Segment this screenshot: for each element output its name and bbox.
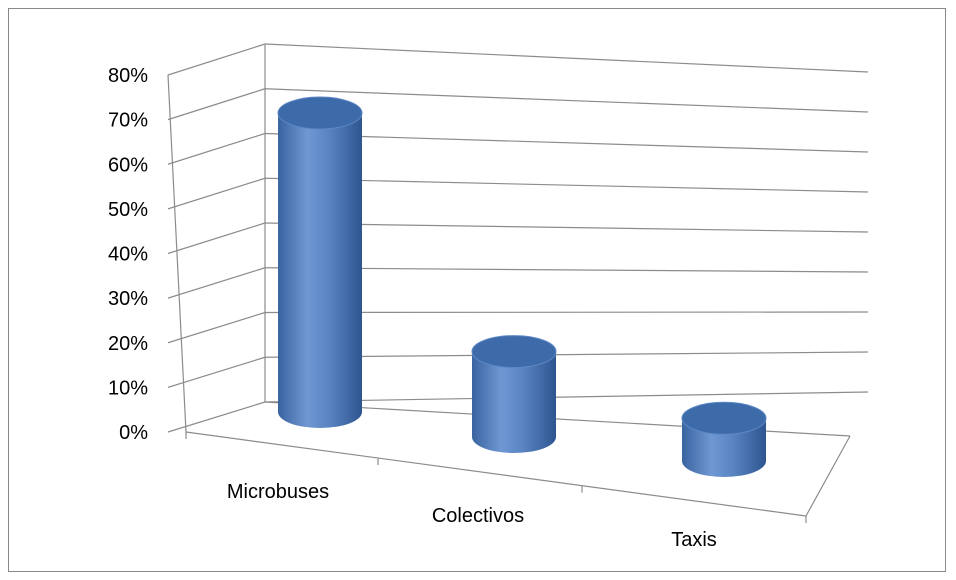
x-tick-label-2: Taxis — [671, 529, 717, 551]
gridline-back-2 — [264, 311, 869, 314]
bar-top-2 — [681, 401, 767, 435]
bars — [277, 96, 767, 477]
gridline-back-0 — [264, 391, 869, 403]
y-tick-label-8: 80% — [108, 65, 148, 87]
y-tick-label-6: 60% — [108, 154, 148, 176]
gridline-left-7 — [167, 88, 266, 121]
y-tick-label-0: 0% — [119, 422, 148, 444]
bar-top-1 — [471, 335, 557, 369]
y-tick-label-4: 40% — [108, 244, 148, 266]
y-tick-label-2: 20% — [108, 333, 148, 355]
gridline-back-1 — [264, 351, 869, 358]
gridline-left-5 — [167, 177, 266, 210]
y-tick-label-7: 70% — [108, 110, 148, 132]
gridline-back-6 — [264, 132, 869, 153]
gridline-left-6 — [167, 132, 266, 165]
gridline-back-3 — [264, 267, 869, 273]
y-tick-label-1: 10% — [108, 377, 148, 399]
bar-microbuses — [277, 96, 363, 428]
gridline-left-8 — [167, 43, 266, 76]
x-tick-label-1: Colectivos — [432, 505, 524, 527]
gridline-left-1 — [167, 356, 266, 388]
x-tick-label-0: Microbuses — [227, 481, 329, 503]
gridline-left-3 — [167, 267, 266, 299]
gridline-back-8 — [264, 43, 869, 73]
bar-colectivos — [471, 335, 557, 453]
gridline-left-0 — [167, 401, 266, 433]
chart-frame — [8, 8, 946, 572]
gridline-left-4 — [167, 222, 266, 255]
bar-body-1 — [472, 351, 556, 453]
y-tick-label-5: 50% — [108, 199, 148, 221]
gridlines — [167, 43, 869, 433]
gridline-back-7 — [264, 88, 869, 113]
labels: 0% 10% 20% 30% 40% 50% 60% 70% 80% Microbuses Cole… — [108, 65, 717, 551]
floor-right-edge — [805, 435, 851, 517]
x-axis-line — [185, 431, 807, 517]
bar-taxis — [681, 401, 767, 477]
gridline-left-2 — [167, 311, 266, 344]
bar-body-2 — [682, 418, 766, 477]
gridline-back-4 — [264, 222, 869, 233]
bar-top-0 — [277, 96, 363, 130]
gridline-back-5 — [264, 177, 869, 193]
y-tick-label-3: 30% — [108, 288, 148, 310]
bar-body-0 — [278, 113, 362, 428]
y-axis-line — [167, 74, 187, 433]
